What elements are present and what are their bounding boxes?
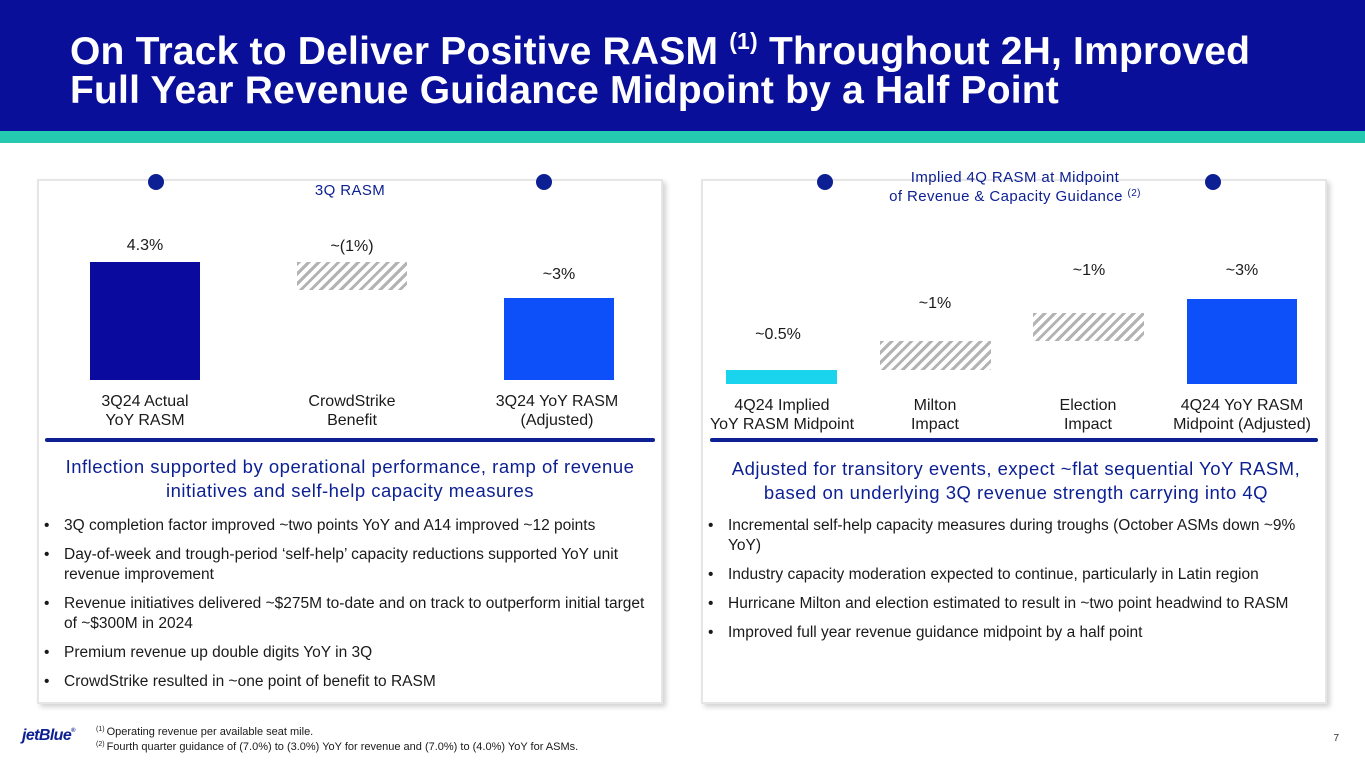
bar-crowdstrike-benefit [297, 262, 407, 290]
title-part-1: On Track to Deliver Positive RASM [70, 30, 719, 73]
bar-label-crowdstrike: ~(1%) [330, 238, 374, 255]
bar-election-impact [1033, 312, 1144, 342]
list-item: Day-of-week and trough-period ‘self-help… [44, 545, 656, 585]
bar-4q24-implied [726, 369, 837, 384]
list-item: Revenue initiatives delivered ~$275M to-… [44, 594, 656, 634]
registered-mark: ® [71, 728, 75, 734]
right-chart-title-line-2: of Revenue & Capacity Guidance (2) [889, 188, 1141, 205]
category-line: (Adjusted) [520, 412, 594, 429]
bar-label-milton: ~1% [918, 295, 952, 312]
panel-connector-dot [1205, 174, 1221, 190]
bar-label-3q24-actual: 4.3% [126, 237, 164, 254]
category-line: 3Q24 YoY RASM [495, 393, 619, 410]
category-label-election: Election Impact [998, 396, 1178, 434]
category-label-4q24-adjusted: 4Q24 YoY RASM Midpoint (Adjusted) [1152, 396, 1332, 434]
category-line: CrowdStrike [308, 393, 396, 410]
header-accent-stripe [0, 131, 1365, 143]
category-line: Midpoint (Adjusted) [1173, 416, 1311, 433]
title-part-2: Throughout 2H, Improved Full Year Revenu… [70, 30, 1251, 112]
title-footnote-marker: (2) [1127, 188, 1141, 199]
category-label-3q24-adjusted: 3Q24 YoY RASM (Adjusted) [467, 392, 647, 430]
right-subhead: Adjusted for transitory events, expect ~… [731, 458, 1301, 503]
header-banner [0, 0, 1365, 131]
list-item: Premium revenue up double digits YoY in … [44, 643, 656, 663]
bar-4q24-adjusted [1187, 298, 1297, 384]
left-chart-title: 3Q RASM [314, 182, 386, 199]
category-line: Election [1059, 397, 1117, 414]
left-bullet-list: 3Q completion factor improved ~two point… [44, 516, 656, 701]
footnotes: (1) Operating revenue per available seat … [96, 725, 578, 755]
category-line: 4Q24 Implied [734, 397, 830, 414]
right-chart-title-line-1: Implied 4Q RASM at Midpoint [910, 169, 1120, 186]
bar-3q24-adjusted [504, 297, 614, 380]
title-footnote-marker: (1) [729, 28, 758, 54]
left-divider [45, 438, 655, 442]
category-line: YoY RASM Midpoint [709, 416, 855, 433]
bar-label-4q24-adjusted: ~3% [1225, 262, 1259, 279]
category-line: Impact [910, 416, 959, 433]
category-line: Milton [913, 397, 957, 414]
footnote-2: (2) Fourth quarter guidance of (7.0%) to … [96, 741, 579, 753]
slide-title: On Track to Deliver Positive RASM (1) Th… [70, 30, 1330, 112]
panel-connector-dot [817, 174, 833, 190]
bar-3q24-actual [90, 262, 200, 380]
category-line: YoY RASM [105, 412, 185, 429]
list-item: CrowdStrike resulted in ~one point of be… [44, 672, 656, 692]
category-line: Impact [1063, 416, 1112, 433]
right-bullet-list: Incremental self-help capacity measures … [708, 516, 1318, 652]
bar-label-election: ~1% [1072, 262, 1106, 279]
jetblue-logo: jetBlue® [22, 727, 76, 744]
right-divider [710, 438, 1318, 442]
category-line: Benefit [327, 412, 377, 429]
list-item: Incremental self-help capacity measures … [708, 516, 1318, 556]
right-chart-title: Implied 4Q RASM at Midpoint of Revenue & … [855, 168, 1175, 206]
left-subhead: Inflection supported by operational perf… [65, 456, 635, 501]
category-label-4q24-implied: 4Q24 Implied YoY RASM Midpoint [692, 396, 872, 434]
footnote-1: (1) Operating revenue per available seat … [96, 726, 314, 738]
bar-label-3q24-adjusted: ~3% [542, 266, 576, 283]
category-label-milton: Milton Impact [845, 396, 1025, 434]
category-label-crowdstrike: CrowdStrike Benefit [262, 392, 442, 430]
category-label-3q24-actual: 3Q24 Actual YoY RASM [55, 392, 235, 430]
panel-connector-dot [148, 174, 164, 190]
list-item: Improved full year revenue guidance midp… [708, 623, 1318, 643]
bar-label-4q24-implied: ~0.5% [755, 326, 801, 343]
category-line: 4Q24 YoY RASM [1180, 397, 1304, 414]
panel-connector-dot [536, 174, 552, 190]
list-item: Hurricane Milton and election estimated … [708, 594, 1318, 614]
list-item: 3Q completion factor improved ~two point… [44, 516, 656, 536]
page-number: 7 [1333, 733, 1339, 744]
list-item: Industry capacity moderation expected to… [708, 565, 1318, 585]
category-line: 3Q24 Actual [101, 393, 189, 410]
bar-milton-impact [880, 341, 991, 370]
